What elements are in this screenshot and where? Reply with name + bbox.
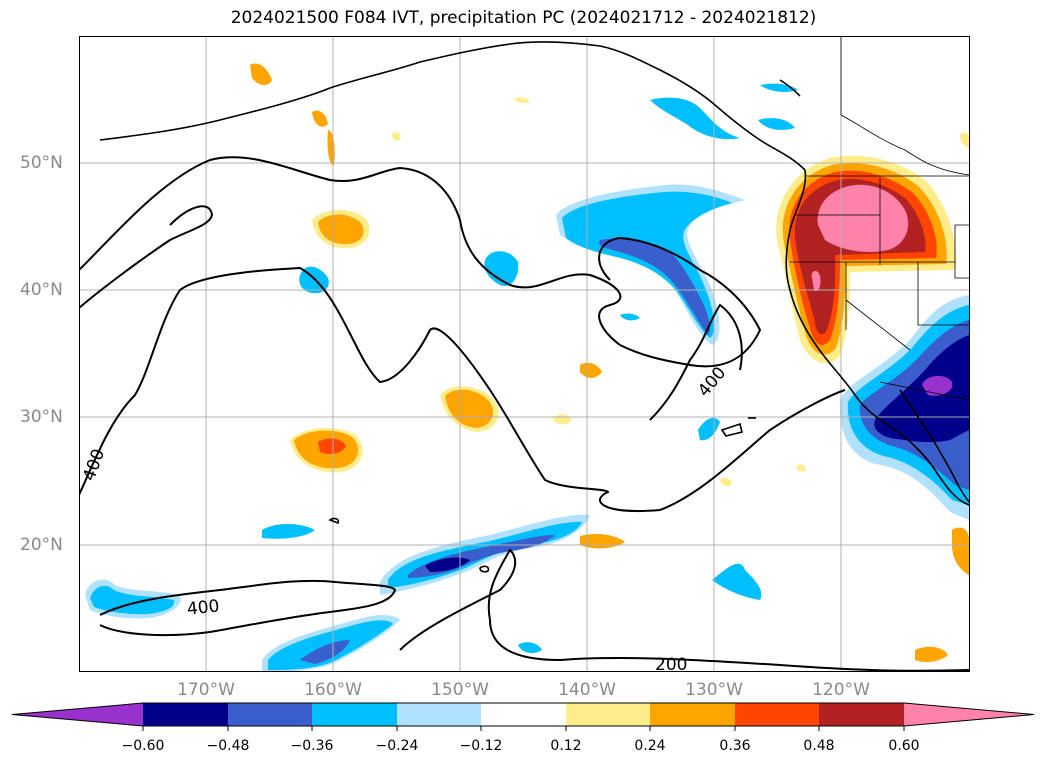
alaska-coast (99, 41, 806, 171)
lat-label: 20°N (20, 535, 63, 555)
precip-pink-nw (817, 184, 909, 252)
colorbar-segment (819, 703, 904, 726)
lat-label: 30°N (20, 407, 63, 427)
colorbar-tick: −0.60 (121, 738, 165, 754)
colorbar (11, 702, 1035, 731)
graticule (79, 36, 969, 671)
contour-label: 200 (655, 655, 688, 675)
ivt-contour-400-outer (79, 156, 762, 368)
colorbar-tick: 0.24 (634, 738, 666, 754)
colorbar-extend-min (12, 703, 143, 726)
colorbar-segment (143, 703, 228, 726)
colorbar-extend-max (904, 703, 1034, 726)
lon-label: 150°W (431, 680, 489, 700)
colorbar-tick: −0.12 (459, 738, 503, 754)
colorbar-segment (397, 703, 481, 726)
colorbar-segment (312, 703, 397, 726)
lon-label: 160°W (304, 680, 362, 700)
colorbar-tick: −0.48 (206, 738, 250, 754)
coastlines (99, 41, 969, 573)
colorbar-segment (481, 703, 566, 726)
colorbar-tick: 0.36 (719, 738, 751, 754)
colorbar-tick: 0.48 (803, 738, 835, 754)
lat-label: 50°N (20, 153, 63, 173)
baja-coast (899, 389, 969, 503)
colorbar-segment (228, 703, 312, 726)
colorbar-tick: 0.60 (888, 738, 920, 754)
lon-label: 120°W (812, 680, 870, 700)
colorbar-tick: −0.24 (375, 738, 419, 754)
ivt-contours (79, 156, 969, 671)
colorbar-segment (735, 703, 819, 726)
lon-label: 140°W (558, 680, 616, 700)
colorbar-segment (650, 703, 735, 726)
colorbar-tick: 0.12 (550, 738, 582, 754)
plot-frame (79, 36, 970, 672)
precipitation-field (85, 63, 969, 671)
colorbar-tick: −0.36 (290, 738, 334, 754)
na-west-coast (785, 169, 969, 506)
borders (790, 36, 969, 401)
colorbar-segment (566, 703, 650, 726)
lon-label: 130°W (685, 680, 743, 700)
lat-label: 40°N (20, 280, 63, 300)
lon-label: 170°W (177, 680, 235, 700)
map-title: 2024021500 F084 IVT, precipitation PC (2… (230, 8, 817, 28)
